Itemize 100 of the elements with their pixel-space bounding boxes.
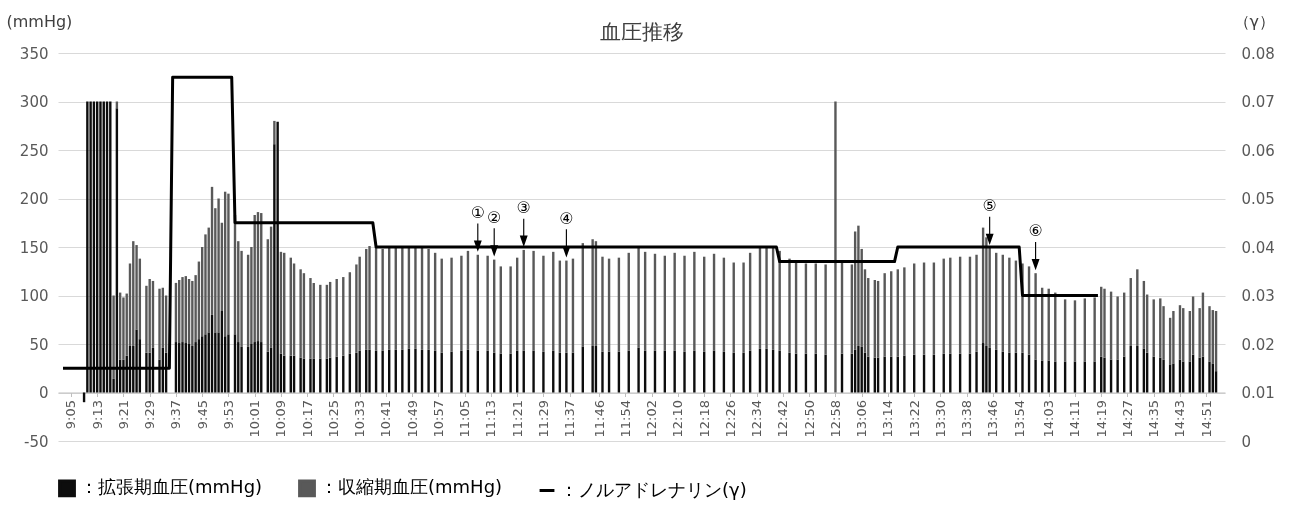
bar bbox=[591, 345, 594, 393]
bar bbox=[778, 350, 781, 393]
bar bbox=[509, 266, 512, 354]
bar bbox=[1093, 361, 1096, 393]
bar bbox=[1136, 345, 1139, 393]
legend-label: ：収縮期血圧(mmHg) bbox=[320, 476, 503, 498]
bar bbox=[148, 279, 151, 353]
x-tick-label: 11:05 bbox=[457, 400, 473, 438]
bar bbox=[427, 349, 430, 393]
bar bbox=[109, 101, 112, 393]
bar bbox=[401, 349, 404, 393]
x-tick-label: 13:54 bbox=[1011, 400, 1027, 438]
bar bbox=[601, 256, 604, 352]
x-tick-label: 12:26 bbox=[722, 400, 738, 438]
bar bbox=[542, 351, 545, 393]
bar bbox=[788, 258, 791, 353]
y2-tick-label: 0.05 bbox=[1241, 190, 1275, 208]
bar bbox=[742, 352, 745, 393]
bar bbox=[591, 239, 594, 346]
bar bbox=[158, 288, 161, 360]
y2-tick-label: 0.06 bbox=[1241, 141, 1275, 160]
bar bbox=[883, 273, 886, 357]
x-tick-label: 14:19 bbox=[1093, 400, 1109, 438]
annotation: ⑥ bbox=[1028, 221, 1043, 241]
x-tick-label: 9:45 bbox=[194, 400, 210, 430]
bar bbox=[299, 269, 302, 358]
bar bbox=[148, 352, 151, 393]
bar bbox=[824, 354, 827, 393]
bar bbox=[276, 121, 279, 393]
bar bbox=[273, 120, 276, 145]
bar bbox=[86, 101, 89, 393]
bar bbox=[414, 348, 417, 393]
y2-tick-label: 0.07 bbox=[1241, 93, 1275, 111]
bar bbox=[673, 252, 676, 351]
bar bbox=[112, 295, 115, 379]
x-tick-label: 10:17 bbox=[299, 400, 315, 438]
y-tick-label: 350 bbox=[19, 44, 49, 63]
bar bbox=[381, 248, 384, 351]
bar bbox=[742, 262, 745, 353]
y2-tick-label: 0.04 bbox=[1241, 238, 1275, 257]
annotation: ④ bbox=[559, 208, 574, 228]
bar bbox=[89, 101, 92, 393]
x-tick-label: 12:34 bbox=[749, 400, 765, 438]
bar bbox=[191, 345, 194, 393]
bar bbox=[542, 255, 545, 352]
bar bbox=[1136, 269, 1139, 346]
y2-tick-label: 0 bbox=[1241, 432, 1252, 451]
bar bbox=[250, 344, 253, 393]
bar bbox=[693, 251, 696, 351]
y-tick-label: 250 bbox=[19, 141, 49, 160]
bar bbox=[319, 284, 322, 359]
bar bbox=[227, 193, 230, 335]
x-tick-label: 13:30 bbox=[932, 400, 948, 438]
y-tick-label: 100 bbox=[19, 287, 49, 305]
x-tick-label: 13:06 bbox=[854, 400, 870, 438]
bar bbox=[673, 350, 676, 393]
bar bbox=[975, 351, 978, 393]
bar bbox=[903, 355, 906, 393]
bar bbox=[309, 278, 312, 359]
bar bbox=[860, 346, 863, 393]
x-tick-label: 11:46 bbox=[591, 400, 607, 438]
bar bbox=[460, 350, 463, 393]
x-tick-label: 10:25 bbox=[325, 400, 341, 438]
x-tick-label: 12:18 bbox=[696, 400, 712, 438]
bar bbox=[145, 352, 148, 393]
bar bbox=[1021, 352, 1024, 393]
bar bbox=[637, 247, 640, 348]
bar bbox=[240, 346, 243, 393]
bar bbox=[778, 250, 781, 351]
bar bbox=[227, 334, 230, 393]
bar bbox=[988, 347, 991, 393]
bar bbox=[834, 101, 837, 393]
chart-title: 血圧推移 bbox=[599, 20, 684, 44]
bar bbox=[683, 255, 686, 352]
bar bbox=[565, 352, 568, 393]
bar bbox=[486, 350, 489, 393]
y-axis-title: (mmHg) bbox=[6, 11, 73, 31]
bar bbox=[883, 356, 886, 393]
bar bbox=[381, 350, 384, 393]
bar bbox=[1198, 357, 1201, 393]
bar bbox=[975, 254, 978, 352]
y-tick-label: 300 bbox=[19, 93, 49, 111]
x-tick-label: 12:02 bbox=[644, 400, 660, 438]
bar bbox=[1172, 363, 1175, 393]
x-tick-label: 11:21 bbox=[509, 400, 525, 438]
bar bbox=[401, 247, 404, 350]
x-tick-label: 14:11 bbox=[1067, 400, 1083, 438]
y-tick-label: 200 bbox=[19, 190, 49, 208]
bar bbox=[253, 342, 256, 393]
x-tick-label: 10:33 bbox=[352, 400, 368, 438]
bar bbox=[601, 351, 604, 393]
bar bbox=[532, 350, 535, 393]
bar bbox=[1034, 359, 1037, 393]
x-tick-label: 11:29 bbox=[535, 400, 551, 438]
x-tick-label: 10:01 bbox=[247, 400, 263, 438]
y-tick-label: 50 bbox=[29, 335, 49, 354]
x-tick-label: 14:43 bbox=[1172, 400, 1188, 438]
y2-tick-label: 0.08 bbox=[1241, 44, 1275, 63]
annotation: ⑤ bbox=[982, 195, 997, 215]
y-tick-label: 150 bbox=[19, 238, 49, 257]
